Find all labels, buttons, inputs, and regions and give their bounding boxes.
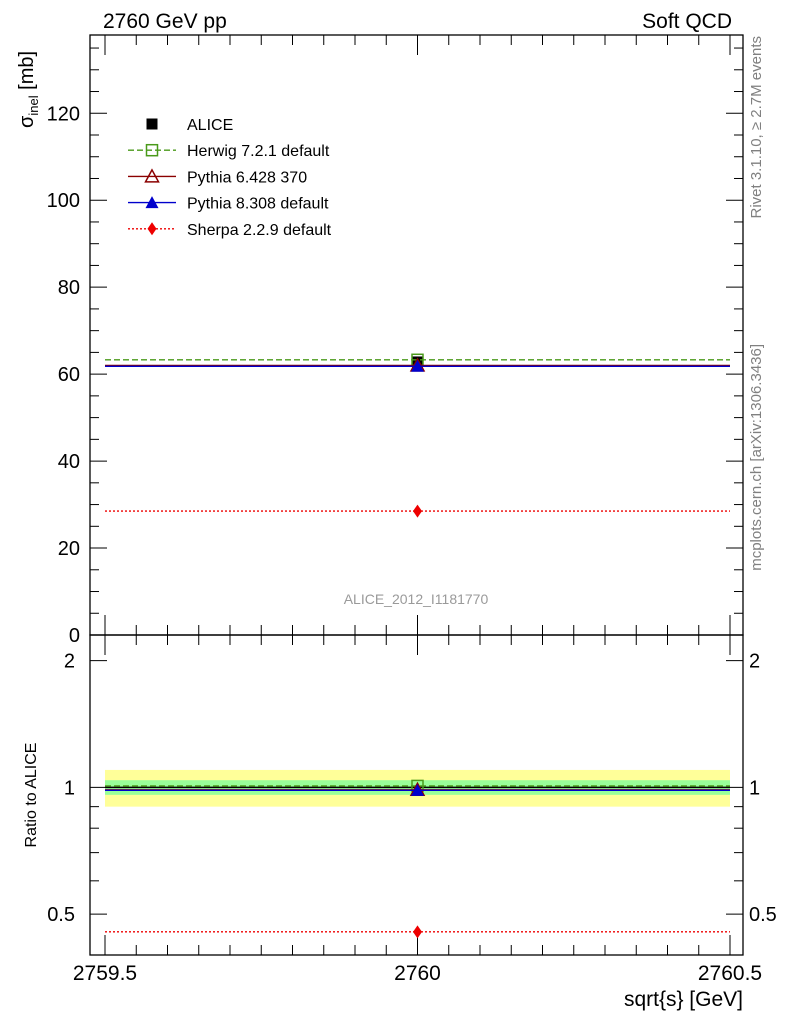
ratio-point (413, 925, 422, 939)
header-right: Soft QCD (642, 10, 732, 33)
x-tick-label: 2760.5 (698, 962, 762, 985)
ratio-y-tick-label-right: 1 (749, 777, 760, 799)
ratio-series-sherpa (105, 925, 730, 939)
y-tick-label: 60 (58, 364, 80, 386)
ratio-frame (89, 634, 744, 956)
ratio-y-tick-label: 2 (64, 651, 75, 673)
legend-marker (144, 168, 160, 183)
y-tick-label: 120 (47, 103, 80, 125)
legend-label: ALICE (187, 117, 233, 134)
x-tick-label: 2760 (394, 962, 441, 985)
analysis-id: ALICE_2012_I1181770 (344, 591, 489, 607)
legend-marker (145, 196, 159, 209)
legend-label: Sherpa 2.2.9 default (187, 222, 332, 239)
legend-marker (146, 118, 158, 130)
top-ylabel: σinel [mb] (16, 51, 41, 128)
legend-marker (147, 222, 157, 236)
legend: ALICE Herwig 7.2.1 default Pythia 6.428 37… (128, 117, 332, 239)
y-tick-label: 0 (69, 625, 80, 647)
ratio-y-tick-label: 1 (64, 777, 75, 799)
ylabel-symbol: σ (16, 115, 38, 128)
ratio-y-tick-label: 0.5 (47, 904, 75, 926)
main-panel: 20 40 60 80 100 120 0 (47, 34, 744, 647)
mcplots-label: mcplots.cern.ch [arXiv:1306.3436] (748, 344, 765, 571)
series-sherpa (105, 504, 730, 518)
ratio-point (411, 783, 424, 796)
legend-label: Pythia 6.428 370 (187, 169, 307, 186)
data-point (413, 504, 422, 518)
ratio-series-pythia (105, 783, 730, 796)
y-tick-label: 40 (58, 451, 80, 473)
series-pythia (105, 359, 730, 372)
y-tick-label: 100 (47, 190, 80, 212)
ylabel-subscript: inel (26, 95, 41, 115)
legend-label: Herwig 7.2.1 default (187, 143, 330, 160)
y-tick-label: 80 (58, 277, 80, 299)
x-tick-label: 2759.5 (73, 962, 137, 985)
bottom-ylabel: Ratio to ALICE (23, 743, 40, 848)
data-point (411, 359, 424, 372)
x-axis-label: sqrt{s} [GeV] (624, 988, 743, 1011)
legend-marker (145, 143, 159, 157)
ratio-y-tick-label-right: 0.5 (749, 904, 777, 926)
ratio-y-tick-label-right: 2 (749, 651, 760, 673)
y-tick-label: 20 (58, 538, 80, 560)
header-left: 2760 GeV pp (103, 10, 227, 33)
legend-label: Pythia 8.308 default (187, 196, 329, 213)
rivet-label: Rivet 3.1.10, ≥ 2.7M events (748, 36, 765, 219)
ratio-panel: 0.5 0.5 1 1 2 2 2759.5 2760 2760.5 (47, 634, 777, 985)
ylabel-unit: [mb] (16, 51, 38, 95)
